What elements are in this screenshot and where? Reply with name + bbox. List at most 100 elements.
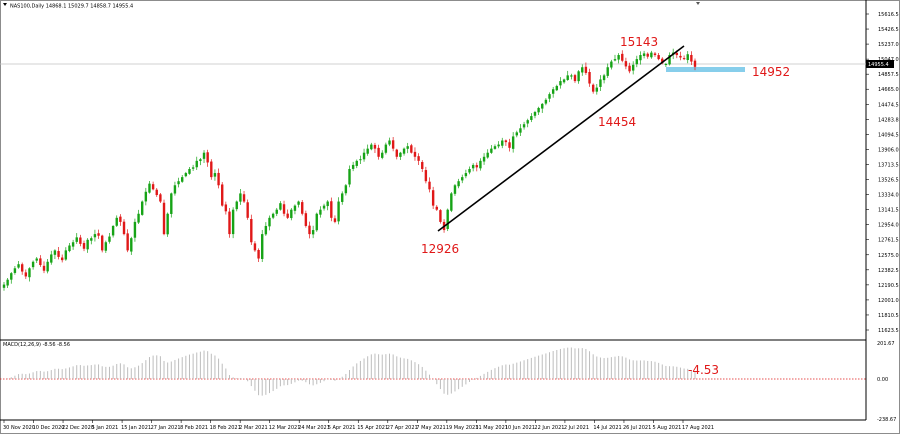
candle-body <box>315 213 318 231</box>
candle-body <box>642 53 646 56</box>
candle-body <box>177 181 180 185</box>
trendline[interactable] <box>437 45 685 232</box>
candle-body <box>28 268 31 278</box>
candle-body <box>526 120 529 124</box>
candle-body <box>602 75 606 81</box>
candle-body <box>71 242 75 247</box>
candlestick-series <box>2 48 697 291</box>
candle-body <box>50 254 53 263</box>
candle-body <box>333 218 337 222</box>
candle-body <box>646 53 649 57</box>
candle-body <box>355 160 358 166</box>
candle-body <box>104 242 108 251</box>
candle-body <box>31 261 35 268</box>
candle-body <box>471 164 475 169</box>
candle-body <box>301 202 304 214</box>
candle-body <box>24 272 28 277</box>
candle-body <box>399 152 402 157</box>
candle-body <box>570 75 573 77</box>
candle-body <box>562 79 566 83</box>
candle-body <box>668 55 671 65</box>
price-tick-label: 14283.8 <box>878 117 899 123</box>
candle-body <box>431 190 435 206</box>
candle-body <box>57 251 60 257</box>
price-tick-label: 13906.0 <box>878 147 899 153</box>
candle-body <box>450 193 453 211</box>
date-tick-label: 15 Apr 2021 <box>357 425 388 431</box>
candle-body <box>162 202 166 235</box>
candle-body <box>191 167 195 169</box>
candle-body <box>151 184 155 190</box>
candle-body <box>271 213 275 218</box>
support-annotation: 14952 <box>752 65 790 79</box>
candle-body <box>304 213 308 226</box>
candle-body <box>64 250 68 260</box>
candle-body <box>108 236 111 242</box>
candle-body <box>35 258 38 261</box>
candle-body <box>424 170 428 182</box>
candle-body <box>290 209 293 219</box>
candle-body <box>544 99 548 104</box>
candle-body <box>453 185 457 194</box>
dropdown-triangle-icon[interactable] <box>3 3 7 6</box>
candle-body <box>75 237 78 242</box>
candle-body <box>184 173 188 177</box>
candle-body <box>126 233 129 251</box>
candle-body <box>486 152 489 158</box>
candle-body <box>421 162 424 169</box>
price-tick-label: 11623.5 <box>878 328 899 334</box>
price-tick-label: 14094.5 <box>878 132 899 138</box>
candle-body <box>686 54 689 61</box>
candle-body <box>406 146 409 149</box>
date-tick-label: 14 Jul 2021 <box>593 425 621 431</box>
date-tick-label: 22 Dec 2020 <box>62 425 94 431</box>
support-zone[interactable] <box>666 67 745 72</box>
candle-body <box>693 60 697 67</box>
candle-body <box>359 159 362 161</box>
candle-body <box>617 55 620 60</box>
candle-body <box>581 67 584 73</box>
date-tick-label: 5 Apr 2021 <box>328 425 356 431</box>
candle-body <box>631 64 635 71</box>
date-tick-label: 19 May 2021 <box>446 425 479 431</box>
candle-body <box>199 159 202 162</box>
candle-body <box>206 152 209 163</box>
candle-body <box>573 75 577 82</box>
candle-body <box>497 144 500 147</box>
candle-body <box>257 249 260 259</box>
candle-body <box>181 177 184 182</box>
candle-body <box>650 52 653 58</box>
candle-body <box>60 257 64 261</box>
candle-body <box>13 268 17 273</box>
candle-body <box>250 218 253 243</box>
candle-body <box>559 81 562 86</box>
candle-body <box>475 165 478 168</box>
candle-body <box>639 55 642 61</box>
candle-body <box>577 71 580 82</box>
date-tick-label: 17 Aug 2021 <box>682 425 714 431</box>
candle-body <box>82 243 86 249</box>
candle-body <box>297 201 300 205</box>
scroll-marker-icon[interactable] <box>696 2 700 5</box>
candle-body <box>548 94 551 99</box>
candle-body <box>519 128 522 133</box>
candle-body <box>90 238 93 241</box>
price-tick-label: 12190.5 <box>878 283 899 289</box>
candle-body <box>628 65 631 72</box>
candle-body <box>533 112 537 116</box>
candle-body <box>330 201 333 218</box>
candle-body <box>402 148 406 154</box>
candle-body <box>511 136 515 149</box>
candle-body <box>588 72 591 84</box>
candle-body <box>119 216 122 222</box>
date-tick-label: 27 Apr 2021 <box>387 425 418 431</box>
candle-body <box>468 168 471 173</box>
candle-body <box>446 209 449 229</box>
candle-body <box>221 184 224 206</box>
price-tick-label: 12001.0 <box>878 298 899 304</box>
candle-body <box>242 194 246 202</box>
candle-body <box>173 185 177 194</box>
